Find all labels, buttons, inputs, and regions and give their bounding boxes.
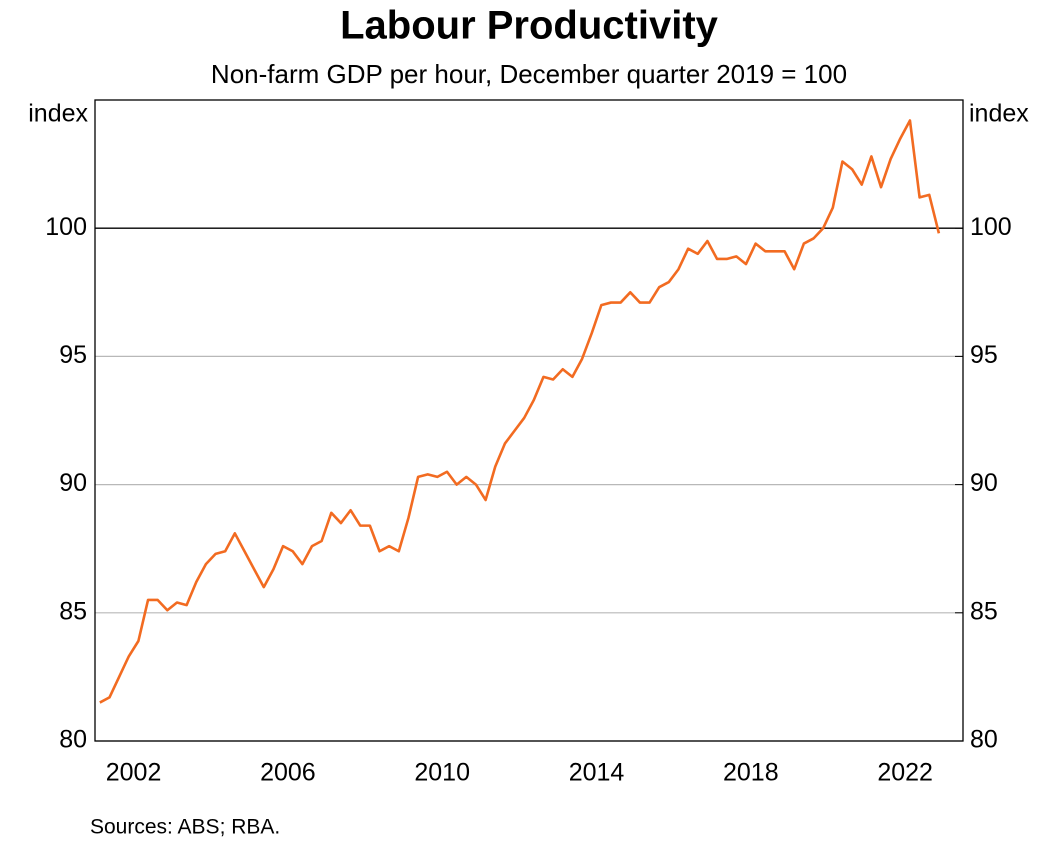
x-tick-label: 2002	[106, 759, 162, 787]
y2-tick-label: 95	[970, 341, 998, 369]
y2-tick-label: 85	[970, 597, 998, 625]
y2-axis-label: index	[969, 100, 1029, 128]
y-tick-label: 80	[59, 726, 87, 754]
chart-subtitle: Non-farm GDP per hour, December quarter …	[211, 59, 847, 89]
y2-tick-label: 100	[970, 213, 1012, 241]
plot-frame	[94, 99, 964, 742]
x-tick-label: 2014	[569, 759, 625, 787]
x-tick-label: 2018	[723, 759, 779, 787]
y2-tick-label: 80	[970, 726, 998, 754]
source-note: Sources: ABS; RBA.	[90, 816, 280, 839]
y-tick-label: 90	[59, 469, 87, 497]
x-tick-label: 2022	[877, 759, 933, 787]
y2-tick-label: 90	[970, 469, 998, 497]
y-tick-label: 95	[59, 341, 87, 369]
x-tick-label: 2010	[414, 759, 470, 787]
y-tick-label: 85	[59, 597, 87, 625]
data-line	[99, 119, 941, 704]
y-tick-label: 100	[45, 213, 87, 241]
x-tick-label: 2006	[260, 759, 316, 787]
y-axis-label: index	[28, 100, 88, 128]
chart-title: Labour Productivity	[340, 4, 719, 48]
